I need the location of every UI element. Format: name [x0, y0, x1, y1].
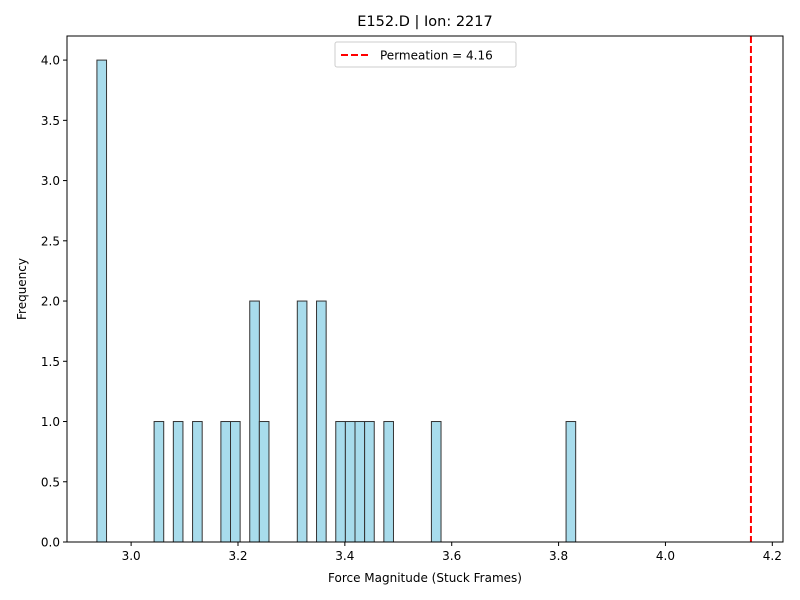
- x-tick-label: 4.2: [763, 549, 782, 563]
- y-tick-label: 3.0: [41, 174, 60, 188]
- histogram-bar-1: [153, 421, 165, 543]
- histogram-bar-4: [220, 421, 232, 543]
- histogram-bar-12: [354, 421, 366, 543]
- y-tick-label: 0.5: [41, 475, 60, 489]
- legend-label: Permeation = 4.16: [380, 49, 493, 63]
- legend: Permeation = 4.16: [334, 41, 517, 68]
- histogram-bar-15: [430, 421, 442, 543]
- y-axis-ticks: 0.0 0.5 1.0 1.5 2.0 2.5 3.0 3.5 4.0: [41, 54, 67, 550]
- x-tick-label: 3.2: [228, 549, 247, 563]
- x-axis-label: Force Magnitude (Stuck Frames): [328, 571, 522, 585]
- histogram-bar-11: [344, 421, 356, 543]
- y-axis-label: Frequency: [15, 258, 29, 320]
- histogram-bar-2: [172, 421, 184, 543]
- x-tick-label: 3.0: [122, 549, 141, 563]
- histogram-bar-13: [364, 421, 375, 543]
- bars-group: [96, 59, 577, 543]
- legend-box: [334, 41, 517, 68]
- y-tick-label: 1.5: [41, 355, 60, 369]
- histogram-bar-5: [230, 421, 241, 543]
- histogram-bar-3: [192, 421, 203, 543]
- y-tick-label: 2.0: [41, 295, 60, 309]
- y-tick-label: 0.0: [41, 536, 60, 550]
- x-tick-label: 3.6: [442, 549, 461, 563]
- histogram-bar-10: [335, 421, 346, 543]
- chart-title: E152.D | Ion: 2217: [357, 14, 492, 30]
- histogram-bar-6: [249, 300, 260, 543]
- y-tick-label: 3.5: [41, 114, 60, 128]
- x-tick-label: 4.0: [656, 549, 675, 563]
- histogram-bar-8: [296, 300, 308, 543]
- x-tick-label: 3.8: [549, 549, 568, 563]
- histogram-bar-14: [383, 421, 394, 543]
- histogram-bar-7: [258, 421, 270, 543]
- histogram-bar-0: [96, 59, 108, 543]
- x-axis-ticks: 3.0 3.2 3.4 3.6 3.8 4.0 4.2: [122, 542, 782, 563]
- y-tick-label: 4.0: [41, 54, 60, 68]
- y-tick-label: 1.0: [41, 415, 60, 429]
- plot-frame: [66, 35, 784, 543]
- histogram-bar-9: [316, 300, 327, 543]
- y-tick-label: 2.5: [41, 234, 60, 248]
- histogram-bar-16: [565, 421, 577, 543]
- x-tick-label: 3.4: [335, 549, 354, 563]
